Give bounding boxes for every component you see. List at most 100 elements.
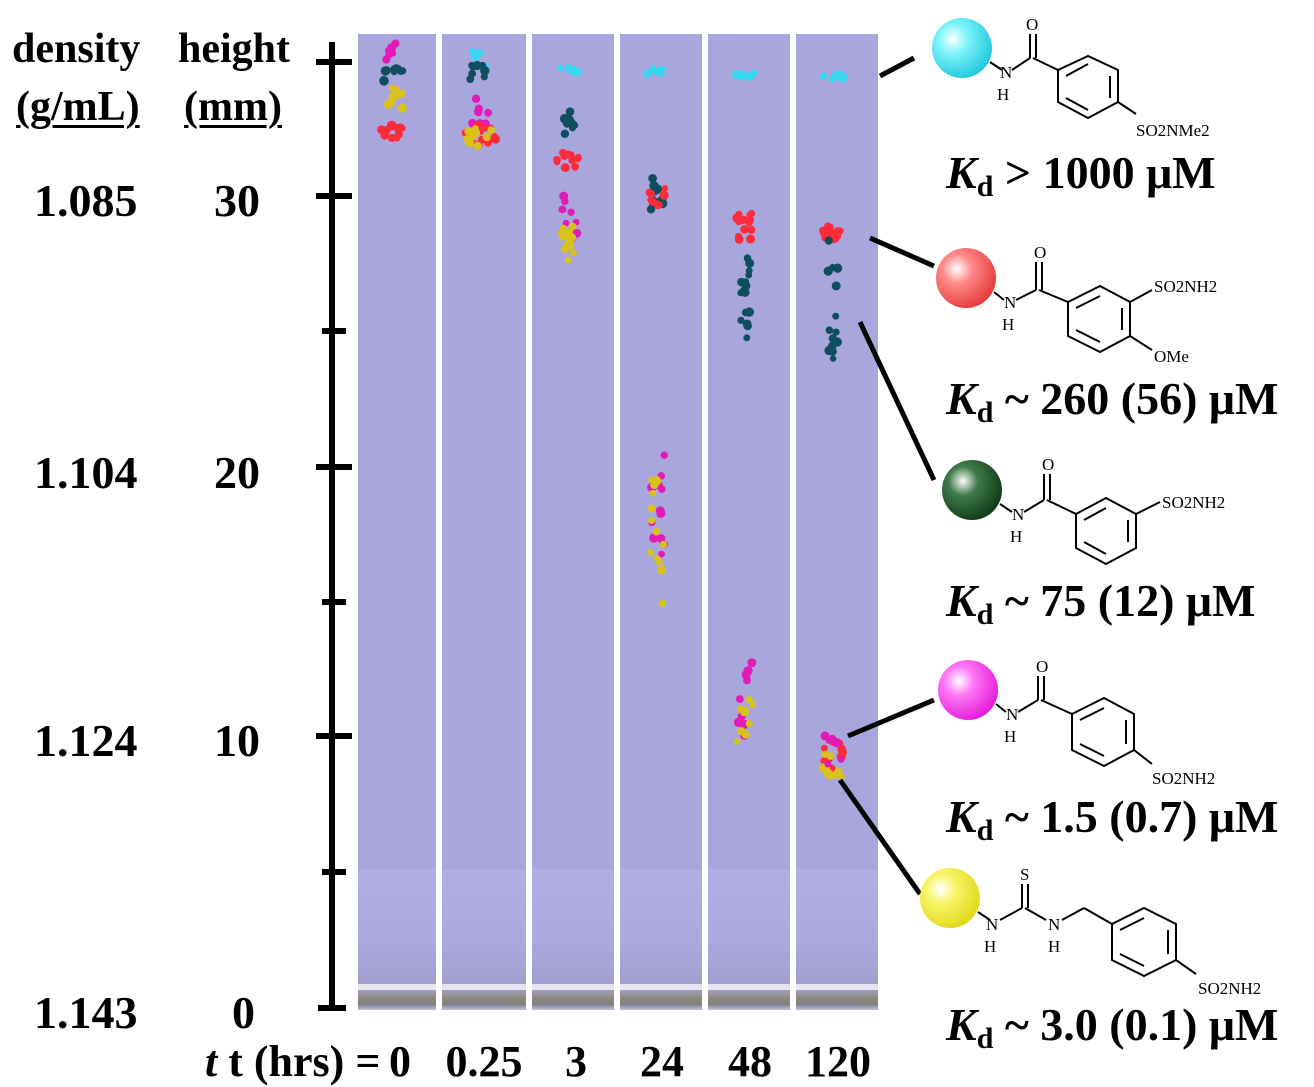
bead [473, 141, 482, 150]
bead [391, 39, 400, 48]
compound-structure: S N H N H SO2NH2 [920, 865, 1261, 998]
tube-lane [796, 34, 878, 1010]
svg-text:H: H [1048, 937, 1060, 956]
bead [560, 151, 569, 160]
height-axis [316, 42, 352, 1011]
bead-clusters [377, 39, 848, 781]
bead [574, 153, 582, 162]
bead [647, 516, 656, 525]
bead [832, 263, 843, 273]
bead [745, 267, 753, 275]
bead [747, 225, 756, 234]
bead [649, 181, 659, 191]
bead [382, 66, 391, 75]
bead [659, 190, 669, 200]
bead [823, 266, 833, 276]
bead [746, 211, 754, 219]
svg-text:N: N [1006, 705, 1018, 724]
bead [553, 158, 561, 166]
bead [472, 60, 482, 71]
magenta-bead-icon [938, 660, 998, 720]
bead [837, 744, 847, 754]
time-value: 48 [728, 1037, 772, 1086]
compound-structure: O N H SO2NH2 [938, 657, 1215, 788]
bead [824, 760, 832, 768]
bead [737, 705, 745, 713]
tube-meniscus [708, 984, 790, 990]
bead [658, 599, 667, 608]
compound-structure: O N H SO2NH2 OMe [936, 243, 1217, 366]
density-tick-label: 1.124 [34, 715, 138, 766]
height-unit: (mm) [184, 84, 282, 130]
bead [744, 307, 754, 317]
bead [742, 319, 752, 329]
bead [732, 70, 742, 80]
bead [649, 533, 659, 543]
bead [562, 219, 570, 227]
bead [832, 312, 840, 320]
bead [657, 70, 665, 77]
bead [561, 245, 569, 254]
density-unit: (g/mL) [16, 84, 140, 130]
bead [648, 174, 657, 183]
bead [393, 134, 401, 142]
bead [647, 504, 656, 513]
tube-lane [442, 34, 526, 1010]
bead [388, 84, 396, 92]
kd-label: Kd ~ 1.5 (0.7) μM [946, 791, 1279, 847]
bead [653, 475, 661, 483]
bead [480, 66, 490, 76]
svg-text:H: H [997, 85, 1009, 104]
height-tick-label: 0 [232, 987, 255, 1038]
bead [487, 126, 496, 134]
bead [570, 249, 577, 256]
bead [646, 205, 656, 214]
bead [656, 201, 663, 209]
bead [831, 281, 841, 291]
bead [660, 451, 668, 459]
bead [749, 701, 756, 709]
svg-text:H: H [1010, 527, 1022, 546]
bead [463, 135, 471, 143]
bead [821, 744, 828, 752]
svg-text:H: H [1002, 315, 1014, 334]
bead [646, 548, 655, 557]
svg-text:H: H [1004, 727, 1016, 746]
bead [471, 52, 481, 62]
bead [745, 73, 753, 81]
bead [397, 103, 407, 113]
bead [658, 550, 665, 558]
svg-text:N: N [1048, 915, 1060, 934]
density-tick-label: 1.143 [34, 987, 138, 1038]
bead [661, 185, 669, 192]
bead [825, 737, 833, 744]
substituent-label: SO2NH2 [1154, 277, 1217, 296]
bead [743, 334, 751, 342]
bead [647, 196, 654, 204]
bead [560, 163, 570, 173]
bead [468, 61, 476, 69]
time-value: 3 [565, 1037, 587, 1086]
tube-meniscus [358, 984, 436, 990]
bead [824, 222, 832, 231]
time-value: 120 [805, 1037, 871, 1086]
kd-label: Kd ~ 75 (12) μM [946, 575, 1256, 631]
bead [751, 69, 758, 76]
bead [646, 190, 655, 199]
bead [489, 134, 497, 143]
bead [381, 76, 389, 85]
bead [832, 738, 842, 748]
bead [466, 75, 475, 83]
bead [660, 540, 668, 549]
bead [482, 133, 491, 142]
bead [743, 254, 752, 262]
svg-text:O: O [1034, 243, 1046, 262]
svg-text:N: N [1000, 63, 1012, 82]
bead [567, 208, 575, 216]
height-header: height [178, 26, 291, 72]
bead [734, 235, 744, 244]
bead [830, 771, 838, 780]
substituent-label: OMe [1154, 347, 1189, 366]
bead [565, 256, 572, 264]
